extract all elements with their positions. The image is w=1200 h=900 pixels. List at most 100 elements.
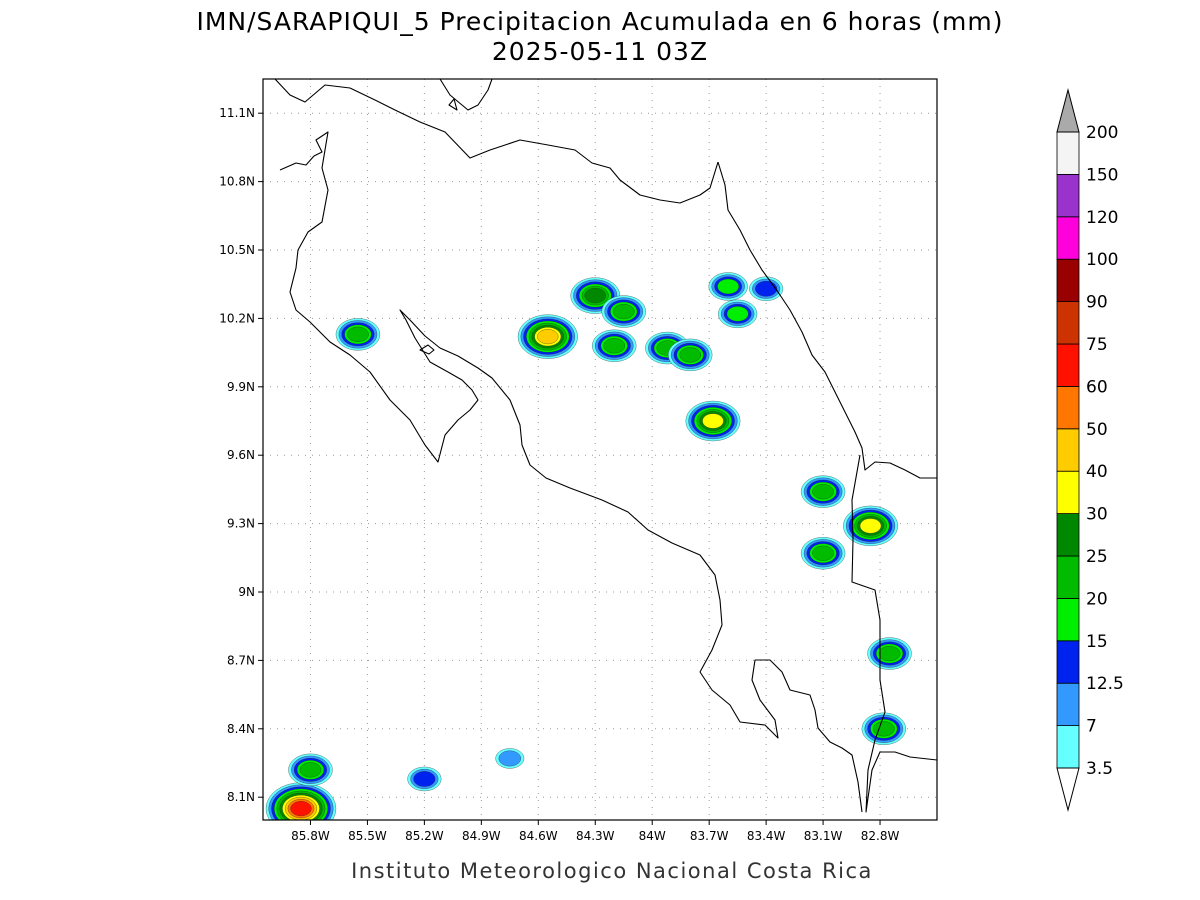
colorbar-label: 7 [1086, 717, 1097, 737]
x-tick-label: 83.1W [804, 829, 843, 843]
colorbar: 3.5 7 12.5 15 20 25 30 40 50 60 75 90 100 120 150 200 [1056, 88, 1124, 812]
rain-contour [872, 721, 895, 737]
y-tick-label: 11.1N [219, 106, 255, 120]
y-tick-label: 9.9N [227, 380, 255, 394]
rain-cell [601, 295, 646, 328]
credit-label: Instituto Meteorologico Nacional Costa R… [351, 859, 873, 883]
precipitation-field [265, 272, 912, 820]
rain-contour [299, 762, 322, 778]
colorbar-segment [1056, 555, 1080, 599]
x-tick-label: 85.2W [405, 829, 444, 843]
rain-cell [407, 766, 442, 792]
rain-cell [749, 276, 784, 302]
colorbar-segment [1056, 258, 1080, 303]
rain-cell [517, 314, 578, 359]
rain-cell [867, 637, 912, 670]
x-tick-label: 83.7W [690, 829, 729, 843]
rain-contour [347, 326, 369, 343]
colorbar-segment [1056, 301, 1080, 345]
colorbar-segment [1056, 343, 1080, 387]
colorbar-segment [1056, 131, 1080, 175]
nicaragua-coastline [274, 79, 719, 204]
colorbar-label: 60 [1086, 377, 1108, 397]
colorbar-segment [1056, 470, 1080, 515]
colorbar-label: 150 [1086, 165, 1118, 185]
rain-contour [702, 413, 724, 429]
rain-contour [603, 338, 626, 354]
golfo-nicoya-island [419, 344, 435, 355]
colorbar-segment [1056, 428, 1080, 472]
rain-contour [878, 645, 901, 662]
rain-contour [812, 484, 834, 500]
colorbar-segment [1056, 682, 1080, 727]
rain-cell [800, 475, 846, 508]
colorbar-segment [1056, 640, 1080, 684]
rain-cell [335, 318, 381, 351]
x-tick-label: 85.5W [348, 829, 387, 843]
colorbar-segment [1056, 216, 1080, 260]
colorbar-segment [1056, 385, 1080, 430]
axis-ticks: 85.8W 85.5W 85.2W 84.9W 84.6W 84.3W 84W 83.7W 83… [219, 106, 899, 843]
colorbar-label: 200 [1086, 123, 1118, 143]
rain-contour [290, 801, 312, 817]
y-tick-label: 10.8N [219, 175, 255, 189]
rain-cell [717, 299, 758, 329]
rain-contour [812, 545, 834, 561]
rain-contour [755, 280, 778, 297]
y-tick-label: 9.6N [227, 448, 255, 462]
rain-contour [537, 329, 559, 345]
colorbar-segment [1056, 513, 1080, 557]
x-tick-label: 82.8W [861, 829, 900, 843]
map-frame [262, 78, 938, 821]
rain-cell [591, 329, 637, 363]
y-tick-label: 10.5N [219, 243, 255, 257]
y-tick-label: 9.3N [227, 517, 255, 531]
colorbar-label: 12.5 [1086, 674, 1124, 694]
map-subtitle: 2025-05-11 03Z [492, 37, 708, 66]
caribbean-coastline [717, 161, 937, 479]
colorbar-top-triangle [1056, 88, 1080, 133]
x-tick-label: 83.4W [747, 829, 786, 843]
rain-contour [717, 278, 740, 295]
rain-contour [859, 518, 882, 534]
map-title: IMN/SARAPIQUI_5 Precipitacion Acumulada … [196, 7, 1003, 36]
colorbar-label: 30 [1086, 505, 1108, 525]
nicaragua-caribbean-coast [439, 79, 493, 111]
colorbar-label: 15 [1086, 632, 1108, 652]
coastlines [274, 79, 937, 813]
panama-border [851, 454, 937, 813]
colorbar-label: 3.5 [1086, 759, 1113, 779]
colorbar-label: 20 [1086, 589, 1108, 609]
rain-contour [413, 771, 436, 787]
colorbar-segment [1056, 173, 1080, 218]
y-tick-label: 9N [238, 585, 255, 599]
rain-cell [288, 753, 333, 787]
rain-cell [265, 782, 337, 820]
colorbar-label: 25 [1086, 547, 1108, 567]
colorbar-label: 40 [1086, 462, 1108, 482]
x-tick-label: 85.8W [291, 829, 330, 843]
colorbar-label: 75 [1086, 335, 1108, 355]
colorbar-label: 120 [1086, 208, 1118, 228]
colorbar-bottom-triangle [1056, 767, 1080, 812]
y-tick-label: 8.7N [227, 653, 255, 667]
rain-cell [843, 505, 898, 547]
costa-rica-coastline [279, 131, 863, 813]
colorbar-segment [1056, 598, 1080, 642]
rain-cell [800, 536, 846, 570]
rain-contour [726, 306, 749, 322]
rain-cell [495, 748, 525, 769]
y-tick-label: 8.4N [227, 722, 255, 736]
rain-contour [498, 750, 522, 767]
x-tick-label: 84.6W [519, 829, 558, 843]
colorbar-label: 100 [1086, 250, 1118, 270]
x-tick-label: 84.3W [576, 829, 615, 843]
colorbar-segment [1056, 725, 1080, 769]
rain-cell [667, 338, 713, 372]
x-tick-label: 84W [639, 829, 666, 843]
rain-cell [861, 712, 907, 746]
rain-contour [584, 287, 607, 304]
rain-cell [685, 400, 741, 442]
y-tick-label: 8.1N [227, 790, 255, 804]
